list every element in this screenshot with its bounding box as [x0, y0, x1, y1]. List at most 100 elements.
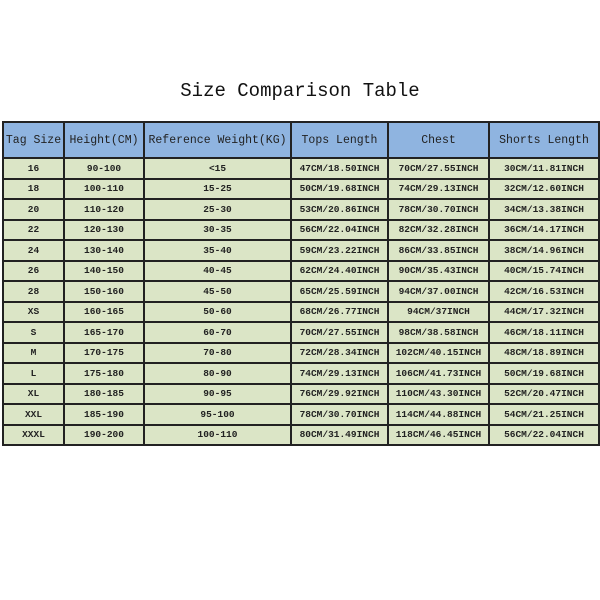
cell-chest: 98CM/38.58INCH: [387, 321, 490, 344]
cell-chest: 70CM/27.55INCH: [387, 157, 490, 180]
table-row: XL 180-185 90-95 76CM/29.92INCH 110CM/43.30I…: [2, 382, 600, 405]
cell-chest: 86CM/33.85INCH: [387, 239, 490, 262]
cell-shorts-length: 46CM/18.11INCH: [488, 321, 600, 344]
cell-shorts-length: 30CM/11.81INCH: [488, 157, 600, 180]
cell-shorts-length: 56CM/22.04INCH: [488, 423, 600, 446]
cell-tops-length: 68CM/26.77INCH: [290, 300, 389, 323]
cell-tops-length: 74CM/29.13INCH: [290, 362, 389, 385]
cell-height: 190-200: [63, 423, 145, 446]
cell-shorts-length: 36CM/14.17INCH: [488, 218, 600, 241]
cell-tops-length: 62CM/24.40INCH: [290, 259, 389, 282]
table-row: XXXL 190-200 100-110 80CM/31.49INCH 118CM/46…: [2, 423, 600, 446]
table-row: XS 160-165 50-60 68CM/26.77INCH 94CM/37INCH 4…: [2, 300, 600, 323]
cell-tag-size: 22: [2, 218, 65, 241]
cell-reference-weight: 70-80: [143, 341, 292, 364]
cell-shorts-length: 52CM/20.47INCH: [488, 382, 600, 405]
cell-height: 150-160: [63, 280, 145, 303]
cell-chest: 118CM/46.45INCH: [387, 423, 490, 446]
cell-shorts-length: 54CM/21.25INCH: [488, 403, 600, 426]
cell-tag-size: 26: [2, 259, 65, 282]
cell-height: 120-130: [63, 218, 145, 241]
table-row: XXL 185-190 95-100 78CM/30.70INCH 114CM/44.8…: [2, 403, 600, 426]
cell-height: 165-170: [63, 321, 145, 344]
table-header-row: Tag Size Height(CM) Reference Weight(KG) To…: [2, 121, 600, 159]
cell-reference-weight: 90-95: [143, 382, 292, 405]
table-row: 24 130-140 35-40 59CM/23.22INCH 86CM/33.85IN…: [2, 239, 600, 262]
cell-tops-length: 70CM/27.55INCH: [290, 321, 389, 344]
cell-height: 130-140: [63, 239, 145, 262]
cell-tops-length: 53CM/20.86INCH: [290, 198, 389, 221]
cell-chest: 102CM/40.15INCH: [387, 341, 490, 364]
cell-shorts-length: 38CM/14.96INCH: [488, 239, 600, 262]
page-title: Size Comparison Table: [180, 80, 420, 102]
cell-reference-weight: 15-25: [143, 177, 292, 200]
cell-tag-size: 28: [2, 280, 65, 303]
cell-reference-weight: 25-30: [143, 198, 292, 221]
table-row: L 175-180 80-90 74CM/29.13INCH 106CM/41.73IN…: [2, 362, 600, 385]
cell-shorts-length: 50CM/19.68INCH: [488, 362, 600, 385]
cell-tag-size: 20: [2, 198, 65, 221]
cell-tops-length: 65CM/25.59INCH: [290, 280, 389, 303]
cell-shorts-length: 44CM/17.32INCH: [488, 300, 600, 323]
cell-chest: 114CM/44.88INCH: [387, 403, 490, 426]
cell-tag-size: L: [2, 362, 65, 385]
cell-reference-weight: 40-45: [143, 259, 292, 282]
cell-tag-size: 24: [2, 239, 65, 262]
cell-height: 170-175: [63, 341, 145, 364]
cell-reference-weight: <15: [143, 157, 292, 180]
cell-reference-weight: 100-110: [143, 423, 292, 446]
cell-chest: 90CM/35.43INCH: [387, 259, 490, 282]
cell-tops-length: 47CM/18.50INCH: [290, 157, 389, 180]
cell-tag-size: XS: [2, 300, 65, 323]
cell-reference-weight: 30-35: [143, 218, 292, 241]
cell-tag-size: XL: [2, 382, 65, 405]
table-row: 20 110-120 25-30 53CM/20.86INCH 78CM/30.70IN…: [2, 198, 600, 221]
cell-reference-weight: 35-40: [143, 239, 292, 262]
table-row: 16 90-100 <15 47CM/18.50INCH 70CM/27.55INCH 3…: [2, 157, 600, 180]
cell-shorts-length: 32CM/12.60INCH: [488, 177, 600, 200]
table-row: 28 150-160 45-50 65CM/25.59INCH 94CM/37.00IN…: [2, 280, 600, 303]
cell-shorts-length: 42CM/16.53INCH: [488, 280, 600, 303]
cell-chest: 78CM/30.70INCH: [387, 198, 490, 221]
column-header-reference-weight: Reference Weight(KG): [143, 121, 292, 159]
cell-tag-size: S: [2, 321, 65, 344]
cell-chest: 110CM/43.30INCH: [387, 382, 490, 405]
cell-tops-length: 56CM/22.04INCH: [290, 218, 389, 241]
cell-height: 140-150: [63, 259, 145, 282]
cell-chest: 106CM/41.73INCH: [387, 362, 490, 385]
cell-tops-length: 59CM/23.22INCH: [290, 239, 389, 262]
cell-tops-length: 50CM/19.68INCH: [290, 177, 389, 200]
cell-tops-length: 78CM/30.70INCH: [290, 403, 389, 426]
size-table: Tag Size Height(CM) Reference Weight(KG) To…: [2, 121, 600, 446]
table-row: 18 100-110 15-25 50CM/19.68INCH 74CM/29.13IN…: [2, 177, 600, 200]
cell-shorts-length: 34CM/13.38INCH: [488, 198, 600, 221]
cell-height: 185-190: [63, 403, 145, 426]
column-header-chest: Chest: [387, 121, 490, 159]
table-row: 22 120-130 30-35 56CM/22.04INCH 82CM/32.28IN…: [2, 218, 600, 241]
cell-height: 180-185: [63, 382, 145, 405]
cell-shorts-length: 48CM/18.89INCH: [488, 341, 600, 364]
cell-chest: 74CM/29.13INCH: [387, 177, 490, 200]
cell-tops-length: 72CM/28.34INCH: [290, 341, 389, 364]
cell-height: 160-165: [63, 300, 145, 323]
column-header-tops-length: Tops Length: [290, 121, 389, 159]
cell-tag-size: XXL: [2, 403, 65, 426]
cell-shorts-length: 40CM/15.74INCH: [488, 259, 600, 282]
cell-tops-length: 80CM/31.49INCH: [290, 423, 389, 446]
table-row: M 170-175 70-80 72CM/28.34INCH 102CM/40.15IN…: [2, 341, 600, 364]
table-body: 16 90-100 <15 47CM/18.50INCH 70CM/27.55INCH 3…: [2, 157, 600, 446]
cell-tops-length: 76CM/29.92INCH: [290, 382, 389, 405]
cell-tag-size: XXXL: [2, 423, 65, 446]
table-row: 26 140-150 40-45 62CM/24.40INCH 90CM/35.43IN…: [2, 259, 600, 282]
cell-reference-weight: 50-60: [143, 300, 292, 323]
cell-height: 110-120: [63, 198, 145, 221]
table-row: S 165-170 60-70 70CM/27.55INCH 98CM/38.58INC…: [2, 321, 600, 344]
column-header-tag-size: Tag Size: [2, 121, 65, 159]
cell-height: 175-180: [63, 362, 145, 385]
cell-chest: 82CM/32.28INCH: [387, 218, 490, 241]
cell-reference-weight: 60-70: [143, 321, 292, 344]
column-header-height: Height(CM): [63, 121, 145, 159]
cell-tag-size: 16: [2, 157, 65, 180]
cell-tag-size: 18: [2, 177, 65, 200]
cell-reference-weight: 45-50: [143, 280, 292, 303]
